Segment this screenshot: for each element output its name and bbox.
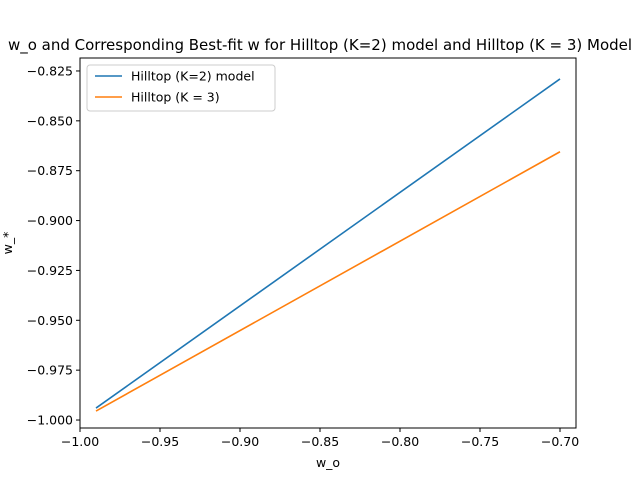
chart-title: w_o and Corresponding Best-fit w for Hil…: [8, 36, 632, 55]
x-axis: −1.00 −0.95 −0.90 −0.85 −0.80 −0.75 −0.70: [61, 428, 579, 449]
legend-box: [86, 64, 276, 112]
x-tick-label: −1.00: [61, 434, 99, 449]
y-tick-label: −1.000: [27, 413, 73, 428]
x-tick-label: −0.90: [221, 434, 259, 449]
legend-label-2: Hilltop (K = 3): [131, 90, 220, 105]
x-tick-label: −0.85: [301, 434, 339, 449]
y-tick-label: −0.900: [27, 213, 73, 228]
series-line-2: [95, 151, 561, 412]
series-line-1: [95, 78, 561, 409]
legend-label-1: Hilltop (K=2) model: [131, 69, 255, 84]
y-tick-label: −0.950: [27, 313, 73, 328]
y-axis-label: w_*: [0, 232, 15, 255]
y-tick-label: −0.850: [27, 113, 73, 128]
x-axis-label: w_o: [316, 455, 340, 470]
y-axis: −1.000 −0.975 −0.950 −0.925 −0.900 −0.875 −0.8…: [27, 63, 80, 428]
y-tick-label: −0.875: [27, 163, 73, 178]
y-tick-label: −0.975: [27, 363, 73, 378]
plot-frame: [79, 57, 577, 429]
x-tick-label: −0.75: [461, 434, 499, 449]
y-tick-label: −0.925: [27, 263, 73, 278]
x-tick-label: −0.70: [541, 434, 579, 449]
x-tick-label: −0.80: [381, 434, 419, 449]
x-tick-label: −0.95: [141, 434, 179, 449]
legend: Hilltop (K=2) model Hilltop (K = 3): [86, 64, 276, 112]
y-tick-label: −0.825: [27, 63, 73, 78]
plot-layer: [95, 78, 561, 412]
